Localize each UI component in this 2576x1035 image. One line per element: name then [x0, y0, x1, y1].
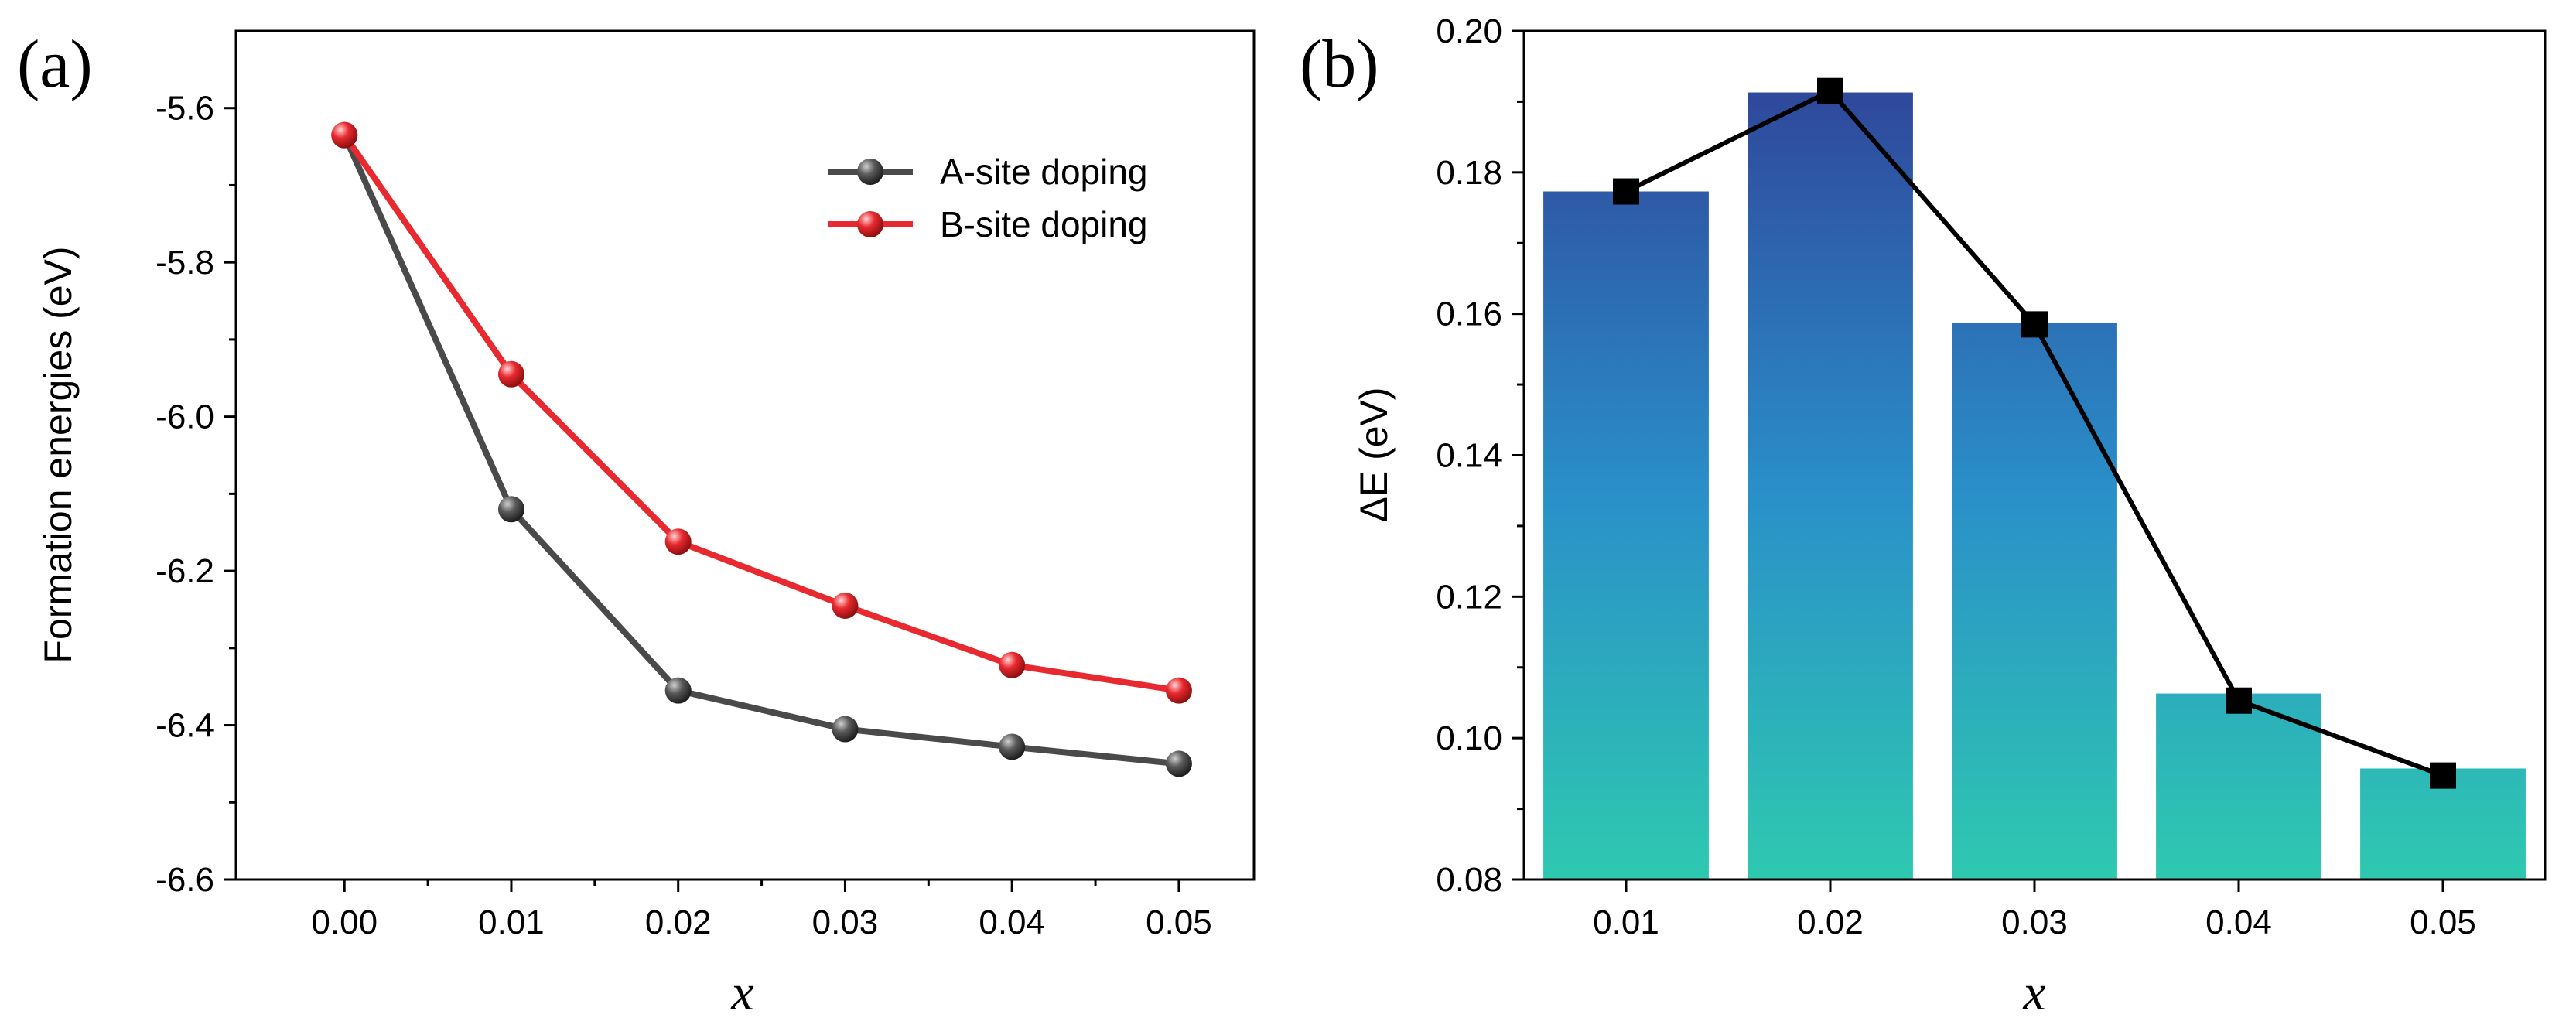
delta-e-point	[2430, 762, 2456, 789]
x-tick-label: 0.05	[2410, 903, 2476, 941]
a-site-point	[497, 496, 524, 523]
b-site-line	[341, 133, 1180, 694]
delta-e-point	[1613, 178, 1639, 205]
y-tick-label: 0.08	[1436, 861, 1502, 899]
panel-b-y-title: ΔE (eV)	[1352, 387, 1396, 522]
y-tick-label: 0.18	[1436, 154, 1502, 192]
bar	[2156, 693, 2321, 880]
panel-a-series	[331, 121, 1192, 777]
y-tick-label: 0.20	[1436, 12, 1502, 50]
y-tick-label: 0.16	[1436, 295, 1502, 333]
panel-a-label: (a)	[17, 27, 93, 102]
x-tick-label: 0.02	[645, 903, 712, 941]
bar	[1543, 191, 1709, 880]
b-site-point	[1165, 677, 1192, 704]
legend-b-site-label: B-site doping	[940, 204, 1148, 244]
panel-a-legend: A-site doping B-site doping	[828, 152, 1148, 244]
bar	[1952, 323, 2117, 880]
panel-a-x-title: x	[730, 965, 753, 1021]
x-tick-label: 0.04	[979, 903, 1045, 941]
bar	[1748, 92, 1913, 880]
y-tick-label: -6.4	[155, 707, 214, 745]
x-tick-label: 0.05	[1146, 903, 1212, 941]
legend-b-site-marker	[857, 211, 883, 237]
y-tick-label: 0.10	[1436, 719, 1502, 757]
panel-b: (b) 0.080.100.120.140.160.180.20 0.01 0.0…	[1300, 12, 2547, 1021]
panel-b-x-title: x	[2022, 965, 2045, 1021]
legend-a-site-label: A-site doping	[940, 152, 1148, 192]
y-tick-label: -5.8	[155, 244, 214, 282]
a-site-point	[999, 733, 1026, 760]
b-site-point	[331, 121, 358, 149]
delta-e-point	[2021, 311, 2048, 338]
y-tick-label: 0.14	[1436, 437, 1502, 475]
panel-b-bars	[1543, 92, 2526, 880]
panel-b-x-axis: 0.01 0.02 0.03 0.04 0.05	[1593, 880, 2476, 941]
panel-a-frame	[234, 29, 1256, 881]
a-site-point	[664, 677, 692, 704]
x-tick-label: 0.03	[2001, 903, 2068, 941]
panel-b-label: (b)	[1300, 27, 1379, 102]
a-site-line	[341, 133, 1180, 767]
panel-b-line	[1613, 77, 2456, 789]
b-site-point	[664, 528, 692, 555]
panel-a: (a) -6.6-6.4-6.2-6.0-5.8-5.6 0.00 0.01 0.0…	[17, 27, 1256, 1021]
x-tick-label: 0.04	[2205, 903, 2272, 941]
y-tick-label: -6.0	[155, 398, 214, 436]
a-site-point	[1165, 750, 1192, 777]
y-tick-label: -5.6	[155, 90, 214, 128]
y-tick-label: 0.12	[1436, 578, 1502, 616]
panel-a-x-axis: 0.00 0.01 0.02 0.03 0.04 0.05	[311, 880, 1212, 941]
legend-a-site-marker	[857, 159, 883, 185]
x-tick-label: 0.01	[1593, 903, 1659, 941]
delta-e-point	[1817, 77, 1843, 104]
b-site-point	[497, 360, 524, 388]
x-tick-label: 0.00	[311, 903, 378, 941]
b-site-point	[999, 651, 1026, 678]
x-tick-label: 0.01	[478, 903, 545, 941]
x-tick-label: 0.02	[1797, 903, 1864, 941]
y-tick-label: -6.6	[155, 861, 214, 899]
panel-a-y-title: Formation energies (eV)	[36, 246, 80, 663]
y-tick-label: -6.2	[155, 552, 214, 590]
x-tick-label: 0.03	[812, 903, 879, 941]
b-site-point	[832, 592, 859, 619]
panel-b-y-axis: 0.08 0.10 0.12 0.14 0.16 0.18 0.20	[1436, 12, 1524, 899]
delta-e-point	[2226, 687, 2252, 714]
panel-a-y-axis: -6.6 -6.4 -6.2 -6.0 -5.8 -5.6	[155, 90, 236, 899]
a-site-point	[832, 716, 859, 743]
